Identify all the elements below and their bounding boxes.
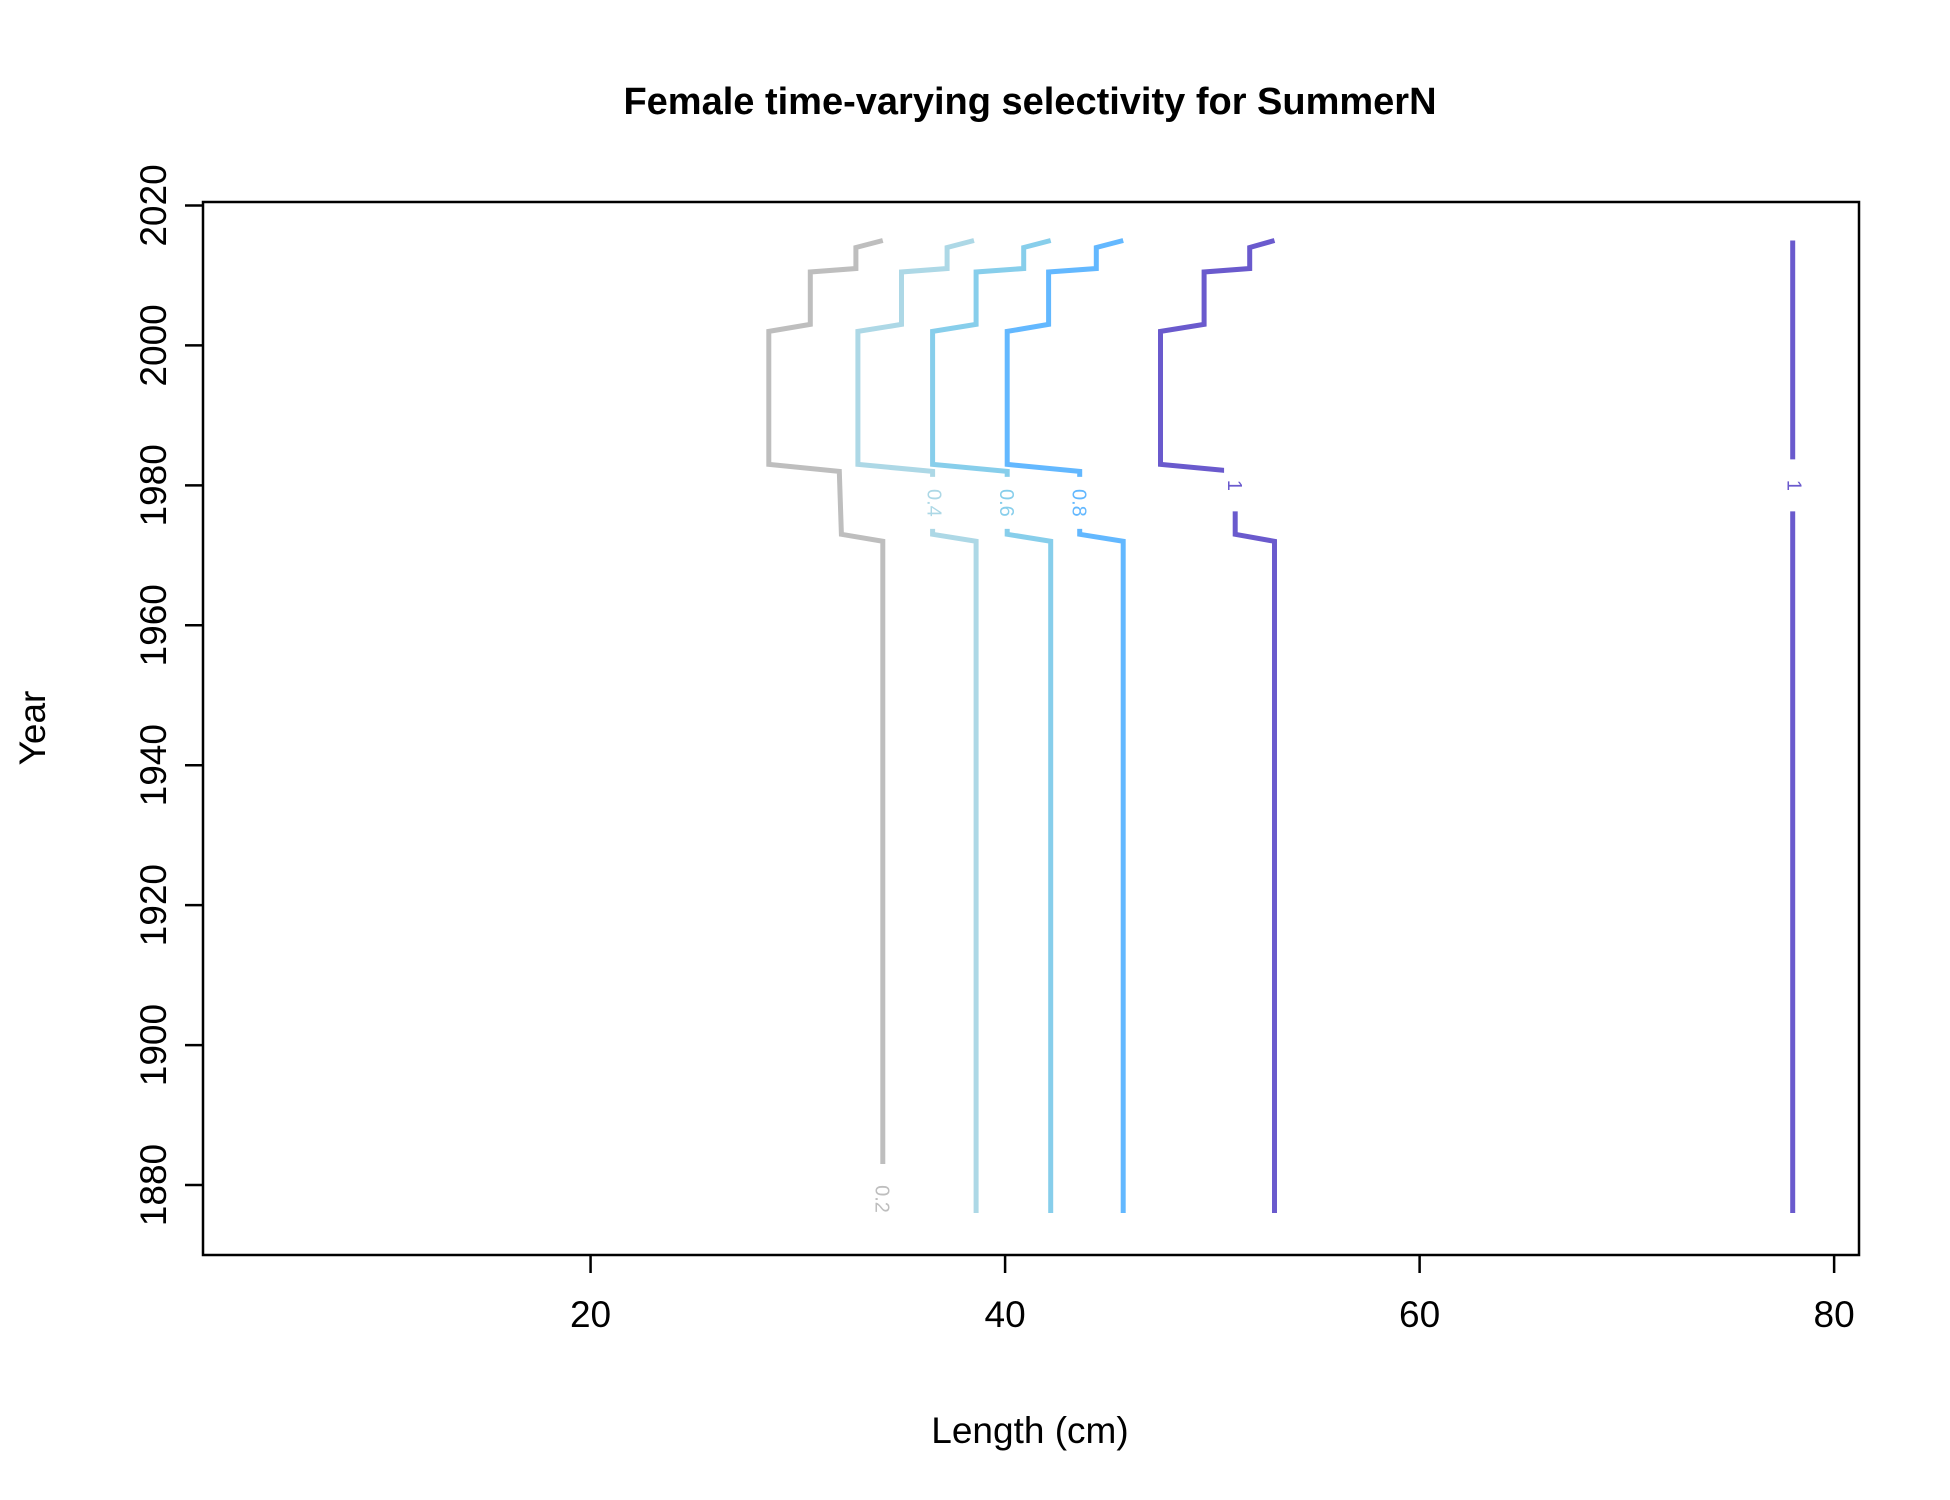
x-tick-label: 40 (985, 1294, 1026, 1335)
x-axis-title: Length (cm) (931, 1410, 1128, 1451)
contour-line-4 (1158, 238, 1277, 1213)
contour-label: 1 (1223, 480, 1245, 491)
plot-frame (201, 200, 1861, 1257)
y-axis-title: Year (12, 691, 53, 766)
contour-label: 0.6 (995, 489, 1017, 517)
x-axis: 20 40 60 80 (570, 1255, 1855, 1335)
y-tick-label: 1900 (133, 1004, 174, 1086)
contour-line-1 (855, 238, 979, 1213)
contour-label-gap (923, 476, 942, 529)
x-tick-label: 20 (570, 1294, 611, 1335)
contour-lines (766, 238, 1796, 1213)
x-tick-label: 60 (1399, 1294, 1440, 1335)
contour-label-gap (1224, 459, 1243, 512)
y-tick-label: 2020 (133, 164, 174, 246)
contour-label-gap (871, 1173, 890, 1226)
contour-line-2 (930, 238, 1054, 1213)
contour-line-3 (1004, 238, 1126, 1213)
y-axis: 1880 1900 1920 1940 1960 1980 2000 2020 (133, 164, 203, 1226)
y-tick-label: 2000 (133, 304, 174, 386)
x-tick-label: 80 (1814, 1294, 1855, 1335)
contour-line-0 (766, 238, 886, 1164)
chart-title: Female time-varying selectivity for Summ… (623, 81, 1436, 123)
contour-label-gap (1068, 476, 1087, 529)
y-tick-label: 1880 (133, 1144, 174, 1226)
y-tick-label: 1940 (133, 724, 174, 806)
y-tick-label: 1920 (133, 864, 174, 946)
contour-label: 0.4 (922, 489, 944, 517)
contour-label-gap (996, 476, 1015, 529)
contour-labels: 0.2 0.4 0.6 0.8 1 1 (870, 459, 1804, 1226)
contour-label: 1 (1782, 480, 1804, 491)
contour-label: 0.8 (1067, 489, 1089, 517)
y-tick-label: 1960 (133, 584, 174, 666)
contour-label-gap (1783, 459, 1802, 512)
contour-label: 0.2 (870, 1185, 892, 1213)
y-tick-label: 1980 (133, 444, 174, 526)
